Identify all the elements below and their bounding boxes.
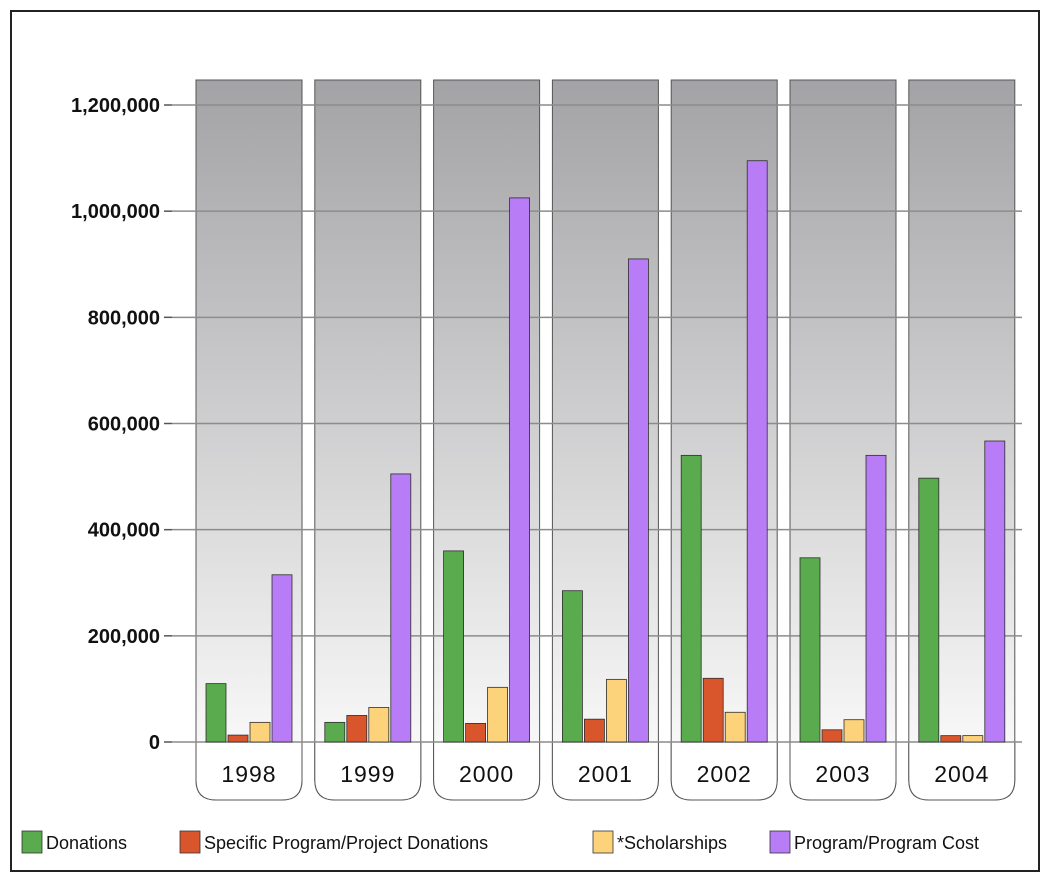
legend-label: Specific Program/Project Donations [204,833,488,853]
bar [584,718,605,743]
legend-label: Program/Program Cost [794,833,979,853]
category-panels [195,79,1016,801]
x-axis: 1998 1999 2000 2001 2002 2003 2004 [221,761,989,787]
legend: Donations Specific Program/Project Donati… [21,830,979,854]
bar [487,686,509,743]
y-tick-label: 200,000 [88,626,160,648]
bar [465,723,487,743]
bar [562,590,583,743]
legend-swatch [21,830,43,854]
y-tick-label: 400,000 [88,520,160,542]
category-tab [433,741,541,801]
x-tick-label: 2003 [815,761,870,787]
bar [984,440,1006,743]
bar [443,550,465,743]
bar [324,721,346,743]
bar [227,734,249,743]
category-tab [551,741,659,801]
bar [606,678,627,743]
legend-swatch [179,830,201,854]
bar [962,735,984,743]
x-tick-label: 2000 [459,761,514,787]
x-tick-label: 2001 [578,761,633,787]
bar [940,735,962,743]
bar [271,574,293,743]
x-tick-label: 1998 [221,761,276,787]
category-tab [195,741,303,801]
bar [205,683,227,743]
bar [509,197,531,743]
category-tab [789,741,897,801]
category-tab [670,741,778,801]
legend-swatch [592,830,614,854]
bar [865,454,887,743]
bar [249,721,271,743]
bar [918,477,940,743]
y-tick-label: 600,000 [88,414,160,436]
bar [746,160,768,743]
x-tick-label: 1999 [340,761,395,787]
category-tab [314,741,422,801]
legend-label: *Scholarships [617,833,727,853]
bar [368,707,390,743]
y-tick-label: 1,200,000 [71,95,160,117]
category-tab [908,741,1016,801]
bar [628,258,649,743]
legend-swatch [769,830,791,854]
y-tick-label: 0 [149,732,160,754]
bar [346,715,368,743]
bar [799,557,821,743]
bar [821,729,843,743]
bar [702,677,724,743]
x-tick-label: 2004 [934,761,989,787]
legend-label: Donations [46,833,127,853]
y-axis: 0 200,000 400,000 600,000 800,000 1,000,000 1,… [71,95,172,754]
bars [205,160,1006,743]
bar [390,473,412,743]
bar [843,719,865,743]
x-tick-label: 2002 [697,761,752,787]
bar [724,711,746,743]
bar [680,454,702,743]
y-tick-label: 1,000,000 [71,201,160,223]
y-tick-label: 800,000 [88,307,160,329]
